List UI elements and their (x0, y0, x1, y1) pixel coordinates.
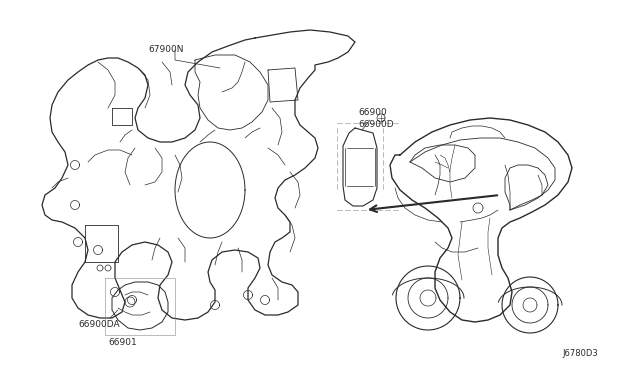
Text: 66900DA: 66900DA (78, 320, 120, 329)
Text: 66901: 66901 (108, 338, 137, 347)
Text: 66900D: 66900D (358, 120, 394, 129)
Text: J6780D3: J6780D3 (563, 349, 598, 358)
Text: 67900N: 67900N (148, 45, 184, 54)
Text: 66900: 66900 (358, 108, 387, 117)
